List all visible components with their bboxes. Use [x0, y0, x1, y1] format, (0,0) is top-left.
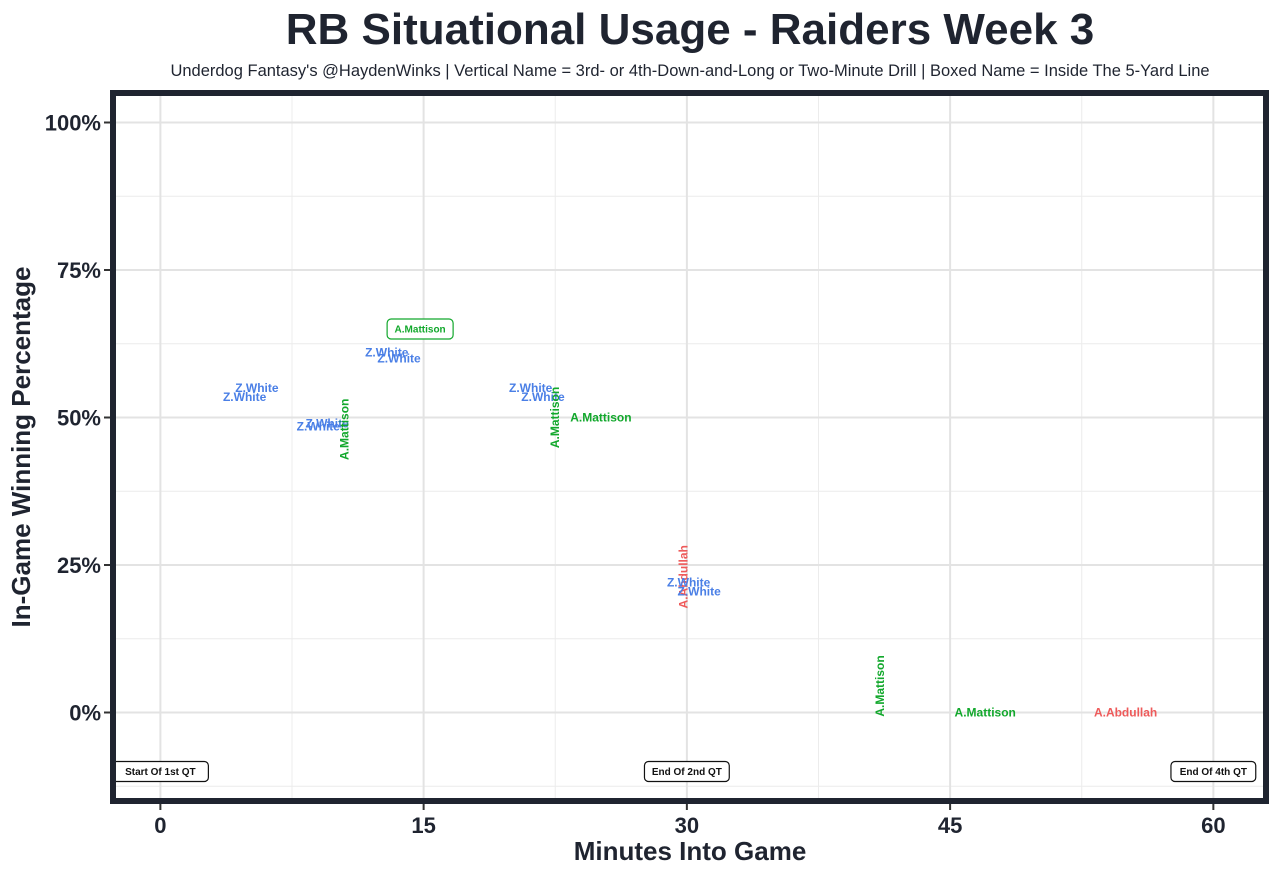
point-label: A.Mattison — [570, 411, 631, 425]
annotation: End Of 2nd QT — [643, 760, 730, 783]
panel-border — [110, 90, 1269, 804]
point-label-box — [386, 318, 454, 340]
point-label: Z.White — [305, 416, 349, 430]
point-label: Z.White — [235, 381, 279, 395]
y-tick-label: 25% — [57, 553, 101, 578]
x-tick-label: 60 — [1201, 813, 1225, 838]
annotation-text: End Of 2nd QT — [652, 767, 722, 778]
point-label: Z.White — [667, 576, 711, 590]
point-label-vertical: A.Mattison — [338, 399, 352, 460]
y-tick-label: 100% — [45, 111, 101, 136]
grid-layer — [113, 93, 1266, 801]
point-label: Z.White — [297, 419, 341, 433]
x-axis-title: Minutes Into Game — [574, 836, 807, 866]
x-tick-label: 30 — [675, 813, 699, 838]
x-tick-label: 15 — [411, 813, 435, 838]
point-label-vertical: A.Mattison — [548, 387, 562, 448]
point-label-vertical: A.Abdullah — [676, 545, 690, 608]
y-axis-title: In-Game Winning Percentage — [6, 267, 36, 628]
chart-subtitle: Underdog Fantasy's @HaydenWinks | Vertic… — [170, 62, 1209, 80]
annotation-box — [643, 760, 730, 783]
y-tick-label: 50% — [57, 406, 101, 431]
point-label: Z.White — [365, 346, 409, 360]
point-label: A.Abdullah — [1094, 706, 1157, 720]
annotation-text: End Of 4th QT — [1180, 767, 1247, 778]
point-label: Z.White — [509, 381, 553, 395]
point-label-vertical: A.Mattison — [873, 655, 887, 716]
x-tick-label: 0 — [154, 813, 166, 838]
y-tick-label: 75% — [57, 258, 101, 283]
marks-layer: Z.WhiteZ.WhiteZ.WhiteZ.WhiteA.MattisonA.… — [111, 318, 1257, 783]
x-tick-label: 45 — [938, 813, 962, 838]
annotation: Start Of 1st QT — [111, 760, 209, 783]
point-label: Z.White — [521, 390, 565, 404]
y-tick-label: 0% — [69, 701, 101, 726]
chart-title: RB Situational Usage - Raiders Week 3 — [286, 5, 1095, 54]
point-label-boxed: A.Mattison — [386, 318, 454, 340]
point-label: Z.White — [377, 352, 421, 366]
point-label: Z.White — [223, 390, 267, 404]
annotation: End Of 4th QT — [1170, 760, 1257, 783]
annotation-text: Start Of 1st QT — [125, 767, 196, 778]
point-label-text: A.Mattison — [395, 325, 446, 336]
annotation-box — [1170, 760, 1257, 783]
axis-layer: 0 15 30 45 60 0% 25% 50% 75% 100% — [45, 111, 1226, 839]
point-label: A.Mattison — [955, 706, 1016, 720]
point-label: Z.White — [677, 585, 721, 599]
